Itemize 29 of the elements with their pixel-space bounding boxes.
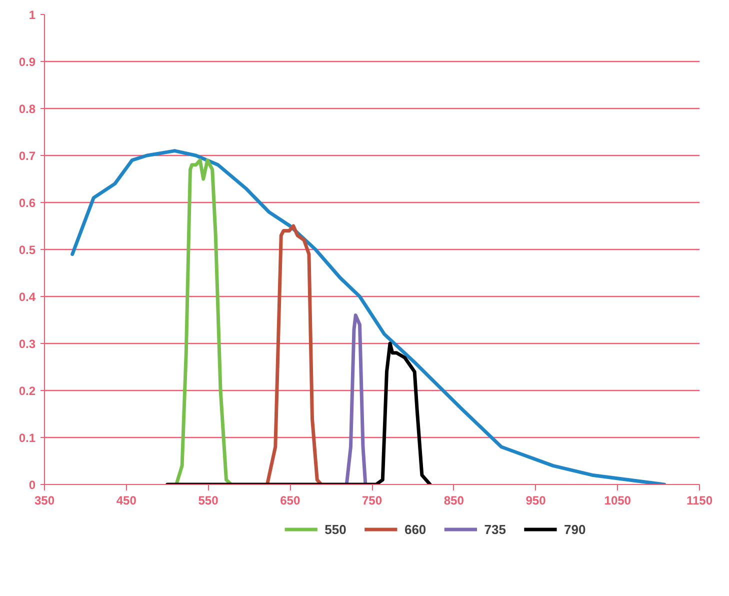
x-tick-label: 450 — [116, 494, 137, 508]
y-tick-label: 0.2 — [18, 384, 36, 398]
y-tick-label: 0.9 — [18, 55, 36, 69]
line-series — [265, 224, 323, 484]
x-tick-label: 850 — [444, 494, 464, 508]
x-tick-label: 1050 — [604, 494, 632, 508]
line-series — [344, 314, 368, 484]
line-series — [166, 342, 432, 484]
y-tick-label: 0.8 — [18, 102, 36, 116]
legend-label: 660 — [404, 522, 426, 537]
y-tick-label: 1 — [28, 8, 36, 22]
x-tick-label: 350 — [34, 494, 55, 508]
x-tick-label: 550 — [198, 494, 219, 508]
line-series — [174, 158, 233, 484]
x-tick-label: 1150 — [686, 494, 713, 508]
y-tick-label: 0.4 — [18, 290, 36, 304]
legend-label: 735 — [484, 522, 506, 537]
y-tick-label: 0.6 — [18, 196, 36, 210]
x-tick-label: 750 — [362, 494, 382, 508]
legend-label: 790 — [564, 522, 586, 537]
line-series — [70, 149, 666, 484]
x-tick-label: 650 — [280, 494, 300, 508]
y-tick-label: 0.3 — [18, 337, 36, 351]
x-tick-label: 950 — [526, 494, 546, 508]
y-tick-label: 0 — [28, 478, 36, 492]
y-tick-label: 0.5 — [18, 243, 36, 257]
y-tick-label: 0.7 — [18, 149, 36, 163]
legend-label: 550 — [324, 522, 346, 537]
y-tick-label: 0.1 — [18, 431, 36, 445]
